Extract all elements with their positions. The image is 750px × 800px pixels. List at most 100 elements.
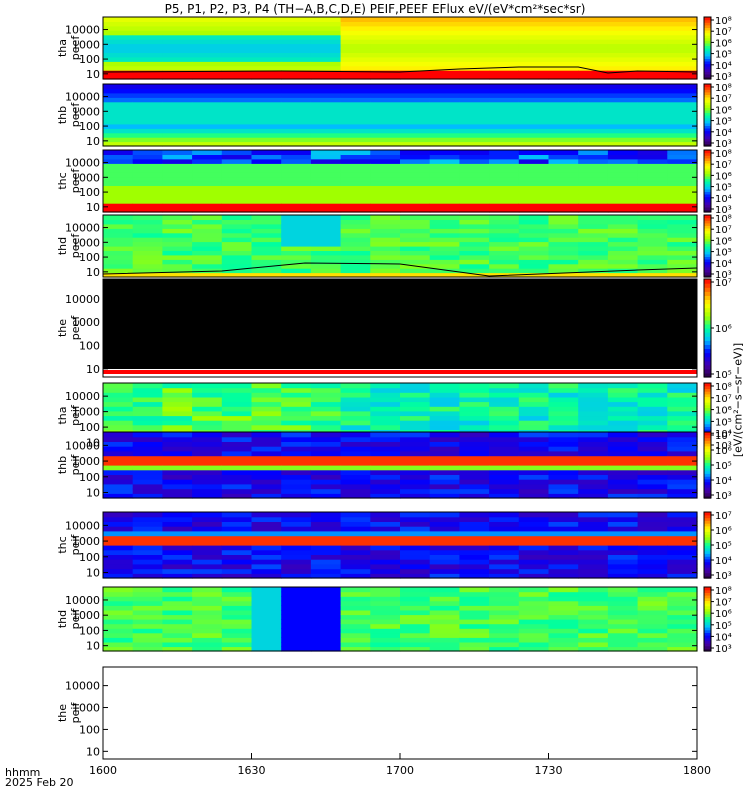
panel-label-line2: peef (69, 168, 82, 194)
colorbar-tick-label: 10⁶ (715, 609, 732, 620)
panel-label-line2: peif (69, 404, 82, 426)
panel-label-line1: thc (56, 172, 69, 189)
colorbar-tick-label: 10⁷ (715, 431, 732, 442)
panel-label-line2: peif (69, 534, 82, 556)
ytick-label: 100 (79, 340, 100, 353)
ytick-label: 1000 (72, 38, 100, 51)
ytick-label: 10000 (65, 293, 100, 306)
ytick-label: 100 (79, 251, 100, 264)
ytick-label: 10 (86, 640, 100, 653)
colorbar-tick-label: 10³ (715, 205, 732, 216)
colorbar-tick-label: 10⁷ (715, 278, 732, 289)
panel-label-line1: tha (56, 39, 69, 57)
chart-title: P5, P1, P2, P3, P4 (TH−A,B,C,D,E) PEIF,P… (164, 2, 586, 16)
colorbar-tick-label: 10⁸ (715, 382, 732, 393)
colorbar-tick-label: 10⁷ (715, 394, 732, 405)
colorbar-tick-label: 10⁵ (715, 183, 732, 194)
panel-image (103, 667, 697, 759)
colorbar-tick-label: 10⁸ (715, 149, 732, 160)
x-axis: 1600 1630 1700 1730 1800 (89, 753, 711, 777)
panel-label-line2: peef (69, 233, 82, 259)
panel-label-line1: thb (56, 456, 69, 474)
colorbar-tick-label: 10⁵ (715, 461, 732, 472)
colorbar-tick-label: 10⁴ (715, 429, 732, 440)
colorbar-tick-label: 10³ (715, 72, 732, 83)
ytick-label: 10 (86, 266, 100, 279)
ytick-label: 100 (79, 471, 100, 484)
panel-label-line2: peif (69, 702, 82, 724)
panel-10: 10 100 1000 10000 the peif (56, 666, 698, 760)
colorbar-tick-label: 10⁷ (715, 27, 732, 38)
xtick-label: 1730 (535, 764, 563, 777)
panel-label-line2: peif (69, 608, 82, 630)
panel-frame (102, 278, 698, 378)
panel-label-line1: tha (56, 406, 69, 424)
ytick-label: 1000 (72, 609, 100, 622)
ytick-label: 100 (79, 421, 100, 434)
ytick-label: 1000 (72, 105, 100, 118)
panel-label-line2: peef (69, 315, 82, 341)
colorbar-tick-label: 10⁸ (715, 586, 732, 597)
ytick-label: 1000 (72, 702, 100, 715)
ytick-label: 1000 (72, 171, 100, 184)
ytick-label: 10 (86, 567, 100, 580)
panel-image (103, 512, 698, 579)
colorbar-tick-label: 10⁴ (715, 632, 732, 643)
ytick-label: 100 (79, 120, 100, 133)
xtick-label: 1800 (683, 764, 711, 777)
ytick-label: 10 (86, 363, 100, 376)
ytick-label: 10 (86, 201, 100, 214)
colorbar-tick-label: 10⁷ (715, 160, 732, 171)
panel-label-line2: peef (69, 35, 82, 61)
colorbar-units-label: [eV/(cm²−s−sr−eV)] (731, 342, 745, 458)
colorbar-tick-label: 10³ (715, 644, 732, 655)
colorbar-tick-label: 10⁶ (715, 171, 732, 182)
colorbar-tick-label: 10³ (715, 441, 732, 452)
colorbar-tick-label: 10⁴ (715, 476, 732, 487)
colorbar-tick-label: 10⁵ (715, 117, 732, 128)
ytick-label: 100 (79, 186, 100, 199)
ytick-label: 10000 (65, 222, 100, 235)
ytick-label: 100 (79, 551, 100, 564)
ytick-label: 1000 (72, 455, 100, 468)
ytick-label: 100 (79, 723, 100, 736)
ytick-label: 10000 (65, 680, 100, 693)
panel-label-line2: peif (69, 454, 82, 476)
panel-image (103, 150, 698, 213)
colorbar-tick-label: 10⁶ (715, 38, 732, 49)
panel-label-line1: thd (56, 610, 69, 628)
panel-image (103, 84, 698, 147)
panel-5: 10 100 1000 10000 the peef 10⁵ 10⁶ 10⁷ (56, 278, 732, 381)
ytick-label: 100 (79, 624, 100, 637)
colorbar-tick-label: 10³ (715, 491, 732, 502)
xaxis-row-label: hhmm (5, 766, 41, 779)
panel-frame (102, 214, 698, 278)
ytick-label: 10000 (65, 91, 100, 104)
colorbar-tick-label: 10⁵ (715, 50, 732, 61)
colorbar-tick-label: 10³ (715, 571, 732, 582)
panel-label-line1: thb (56, 106, 69, 124)
panel-label-line1: the (56, 704, 69, 722)
colorbar-tick-label: 10⁴ (715, 556, 732, 567)
xaxis-date-label: 2025 Feb 20 (5, 776, 74, 789)
colorbar-tick-label: 10⁸ (715, 83, 732, 94)
colorbar-tick-label: 10³ (715, 139, 732, 150)
ytick-label: 1000 (72, 236, 100, 249)
panel-image (103, 279, 697, 369)
ytick-label: 10 (86, 745, 100, 758)
panel-image (103, 432, 698, 499)
xtick-label: 1600 (89, 764, 117, 777)
colorbar-tick-label: 10⁸ (715, 214, 732, 225)
colorbar-tick-label: 10⁷ (715, 94, 732, 105)
ytick-label: 1000 (72, 316, 100, 329)
